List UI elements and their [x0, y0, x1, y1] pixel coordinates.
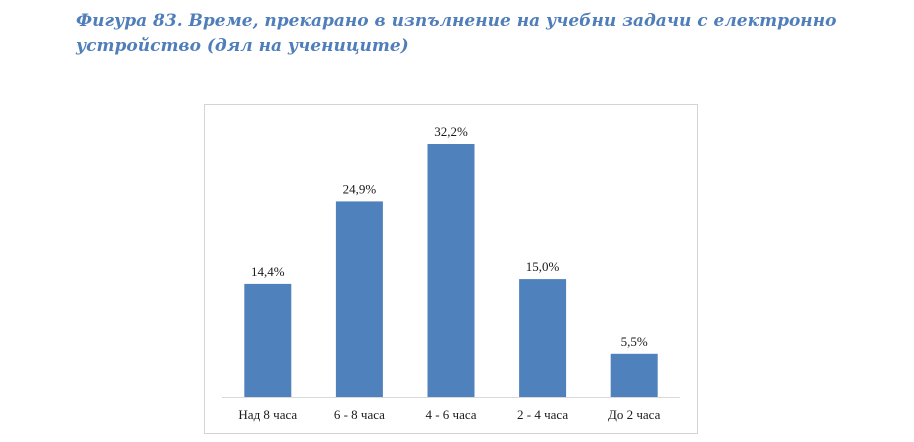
data-label: 14,4% — [251, 264, 285, 279]
x-tick-label: Над 8 часа — [238, 407, 297, 422]
data-label: 24,9% — [343, 181, 377, 196]
data-label: 15,0% — [526, 259, 560, 274]
x-tick-label: 2 - 4 часа — [517, 407, 568, 422]
figure-title: Фигура 83. Време, прекарано в изпълнение… — [76, 11, 837, 56]
data-label: 32,2% — [434, 124, 468, 139]
data-label: 5,5% — [621, 334, 648, 349]
x-tick-label: 6 - 8 часа — [334, 407, 385, 422]
x-tick-label: 4 - 6 часа — [425, 407, 476, 422]
bar — [610, 353, 658, 397]
x-tick-label: До 2 часа — [608, 407, 661, 422]
bar — [335, 201, 383, 397]
bar — [244, 283, 292, 397]
bar — [427, 144, 475, 397]
bar — [519, 279, 567, 397]
